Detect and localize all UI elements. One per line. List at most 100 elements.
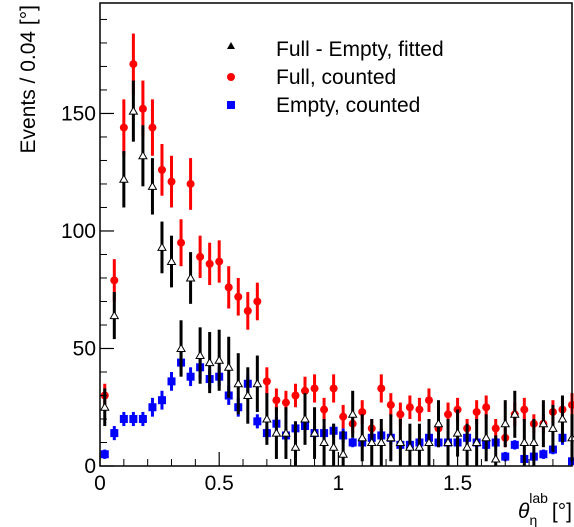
empty-point [148,403,157,412]
fitted-point [271,428,282,437]
fitted-point [385,432,396,442]
x-axis-title-subscript: η [529,512,537,527]
fitted-point [176,343,186,352]
full-point [186,179,195,188]
fitted-point [252,378,263,388]
fitted-point [214,355,225,364]
full-point [482,403,491,412]
full-point [310,384,319,393]
empty-point [100,450,109,459]
fitted-point [471,437,482,446]
full-point [424,396,433,405]
full-point [329,384,338,393]
empty-point [157,396,166,405]
fitted-point [347,409,358,418]
fitted-point [462,442,472,451]
x-axis-title: θη lab[°] [518,490,572,527]
fitted-point [195,350,205,360]
legend: Full - Empty, fitted Full, counted Empty… [227,38,444,117]
x-axis-title-unit: [°] [552,500,572,523]
legend-label-empty: Empty, counted [276,94,420,117]
ticks-layer: 0 50 100 150 0 0.5 1 1.5 [61,18,554,495]
y-axis-title: Events / 0.04 [°] [17,5,40,153]
fitted-point [395,437,406,446]
fitted-point [223,362,234,371]
fitted-point [519,437,530,446]
full-point [224,283,233,292]
plot-frame [99,2,573,467]
fitted-point [548,423,558,432]
full-point [415,405,424,414]
full-point [320,405,329,414]
full-point [177,238,186,247]
fitted-point [157,242,167,251]
full-point [281,398,290,407]
fitted-point [557,413,568,423]
empty-point [186,372,195,381]
fitted-point [233,378,244,388]
empty-point [253,417,262,426]
full-point [520,405,529,414]
x-tick-label: 0 [94,472,106,495]
full-point [272,396,281,405]
y-tick-label: 100 [61,220,96,243]
fitted-point [567,432,574,442]
empty-point [138,414,147,423]
fitted-point [509,409,520,418]
fitted-point [118,174,129,183]
fitted-point [204,357,215,367]
full-point [253,297,262,306]
full-point [205,259,214,268]
empty-point [348,438,357,447]
fitted-point [366,437,377,446]
full-point [262,377,271,386]
fitted-point [300,413,310,423]
fitted-point [528,437,539,446]
full-point [138,104,147,113]
fitted-point [147,181,158,190]
empty-point [510,440,519,449]
full-point [405,403,414,412]
fitted-point [109,310,120,320]
fitted-point [309,428,320,437]
full-point [472,407,481,416]
fitted-point [242,390,253,399]
x-tick-label: 1.5 [443,472,472,495]
full-point [157,165,166,174]
fitted-point [185,272,196,282]
fitted-point [319,437,329,446]
fitted-point [338,449,349,458]
full-point [119,123,128,132]
fitted-point [500,418,511,428]
full-point [167,177,176,186]
fitted-point [328,442,339,451]
empty-point [129,414,138,423]
fitted-point [166,256,177,266]
full-point [215,257,224,266]
fitted-point [424,437,434,446]
full-point [568,400,574,409]
full-point [301,386,310,395]
full-point [196,252,205,261]
fitted-point [481,432,492,442]
fitted-point [490,453,501,463]
full-point [491,424,500,433]
full-point [386,400,395,409]
fitted-point [538,418,549,428]
y-tick-label: 150 [61,102,96,125]
empty-point [539,450,548,459]
legend-label-fitted: Full - Empty, fitted [276,38,444,61]
full-point [148,123,157,132]
full-point [339,412,348,421]
legend-marker-fitted [227,42,235,49]
full-point [444,410,453,419]
fitted-point [443,437,453,446]
fitted-point [281,428,291,437]
y-tick-label: 50 [73,337,96,360]
fitted-point [405,442,415,451]
x-axis-title-symbol: θ [518,500,530,523]
fitted-point [290,442,301,451]
x-tick-label: 1 [333,472,345,495]
full-point [243,306,252,315]
